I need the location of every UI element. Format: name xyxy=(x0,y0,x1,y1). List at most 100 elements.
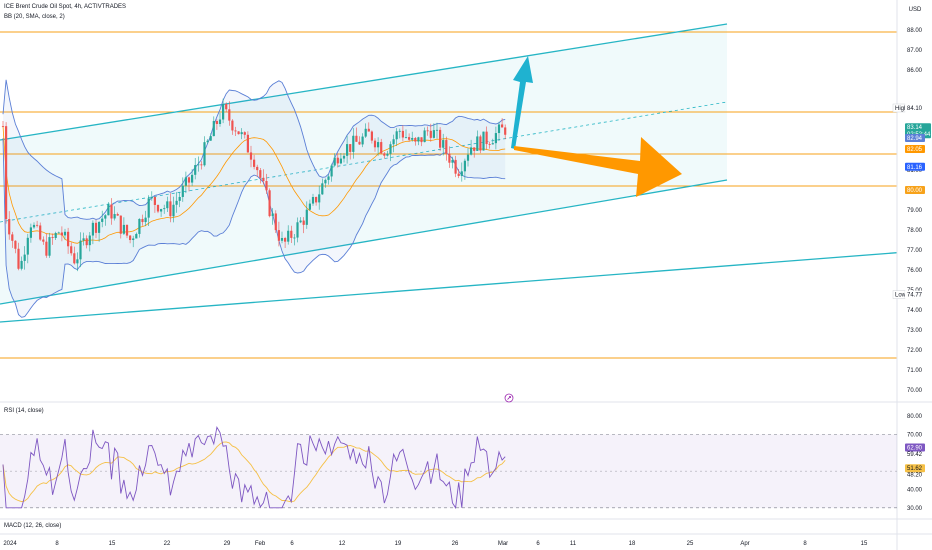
channel-upper-line[interactable] xyxy=(0,23,728,141)
candle-body-130 xyxy=(404,137,408,138)
channel-outer-lower-line[interactable] xyxy=(0,250,932,323)
candle-body-147 xyxy=(457,173,460,176)
candles xyxy=(1,98,507,272)
rsi-line xyxy=(2,426,506,510)
candle-body-161 xyxy=(501,124,504,128)
channel-fill xyxy=(0,24,727,304)
bb-lower-tag: 81.16 xyxy=(907,165,923,171)
chart-title[interactable]: ICE Brent Crude Oil Spot, 4h, ACTIVTRADE… xyxy=(4,4,127,10)
rsi-tick-label: 30.00 xyxy=(907,506,923,512)
price-tick-label: 70.00 xyxy=(907,388,923,394)
candle-body-70 xyxy=(218,119,222,124)
price-tick-label: 72.00 xyxy=(907,348,923,354)
candle-body-99 xyxy=(308,203,311,210)
candle-body-82 xyxy=(256,166,259,171)
candle-body-11 xyxy=(36,224,39,226)
candle-body-146 xyxy=(454,159,457,174)
indicator-legend-bb[interactable]: BB (20, SMA, close, 2) xyxy=(4,14,65,20)
channel-mid-line[interactable] xyxy=(0,101,728,223)
time-tick-label: 18 xyxy=(629,541,636,547)
candle-body-134 xyxy=(417,137,420,142)
candle-body-52 xyxy=(163,208,166,210)
candle-body-28 xyxy=(88,235,91,246)
candle-body-96 xyxy=(299,220,302,223)
candle-body-117 xyxy=(364,128,367,137)
price-tick-label: 74.00 xyxy=(907,308,923,314)
candle-body-143 xyxy=(445,140,448,154)
candle-body-51 xyxy=(160,209,163,212)
time-tick-label: Mar xyxy=(498,541,508,547)
candle-body-124 xyxy=(386,153,389,156)
candle-body-4 xyxy=(14,240,17,249)
time-tick-label: 15 xyxy=(109,541,116,547)
candle-body-56 xyxy=(175,200,178,205)
candle-body-13 xyxy=(42,239,45,242)
candle-body-64 xyxy=(200,164,203,166)
candle-body-62 xyxy=(194,165,197,175)
bb-lower-tag-bg xyxy=(905,162,925,171)
candle-body-55 xyxy=(172,204,175,217)
last-price-tag-bg xyxy=(905,123,931,132)
candle-body-37 xyxy=(116,214,119,216)
candle-body-85 xyxy=(265,181,268,191)
bollinger-upper xyxy=(2,79,506,220)
candle-body-48 xyxy=(150,196,153,199)
candle-body-153 xyxy=(476,136,479,151)
candle-body-156 xyxy=(485,131,488,145)
high-value-tag-bg xyxy=(905,104,925,112)
currency-label: USD xyxy=(909,7,922,13)
candle-body-80 xyxy=(249,152,253,160)
candle-body-102 xyxy=(318,194,321,203)
rsi-tick-label: 70.00 xyxy=(907,433,923,439)
candle-body-139 xyxy=(432,130,435,138)
price-axis[interactable]: 88.0087.0086.0084.1083.0082.0081.0080.00… xyxy=(907,28,923,394)
candle-body-14 xyxy=(45,241,48,256)
candle-body-26 xyxy=(82,238,85,241)
time-tick-label: 19 xyxy=(395,541,402,547)
candle-body-114 xyxy=(355,135,358,142)
rsi-tick-label: 59.42 xyxy=(907,452,923,458)
candle-body-22 xyxy=(70,246,73,254)
forecast-arrow-up[interactable] xyxy=(511,56,533,149)
time-tick-label: Feb xyxy=(255,541,266,547)
candle-body-141 xyxy=(439,129,442,148)
candle-body-138 xyxy=(429,130,432,138)
candle-body-104 xyxy=(324,179,327,184)
candle-body-135 xyxy=(420,137,423,143)
indicator-legend-rsi[interactable]: RSI (14, close) xyxy=(4,408,44,414)
candle-body-108 xyxy=(336,157,339,164)
candle-body-95 xyxy=(296,222,299,238)
candle-body-105 xyxy=(327,176,330,180)
reset-chart-icon[interactable] xyxy=(504,393,514,403)
candle-body-17 xyxy=(54,232,57,239)
candle-body-121 xyxy=(377,142,380,148)
candle-body-3 xyxy=(11,234,14,241)
candle-body-67 xyxy=(209,136,212,141)
price-tick-label: 81.00 xyxy=(907,168,923,174)
candle-body-25 xyxy=(79,240,82,260)
candle-body-100 xyxy=(311,197,315,204)
candle-body-78 xyxy=(243,132,246,135)
indicator-legend-macd[interactable]: MACD (12, 26, close) xyxy=(4,523,62,529)
price-tick-label: 87.00 xyxy=(907,48,923,54)
forecast-arrow-right[interactable] xyxy=(514,137,682,197)
candle-body-116 xyxy=(361,136,364,145)
forecast-arrows[interactable] xyxy=(511,56,682,197)
candle-body-72 xyxy=(225,104,228,110)
candle-body-106 xyxy=(330,165,333,177)
candle-body-45 xyxy=(141,218,144,223)
candle-body-40 xyxy=(125,224,129,236)
time-axis[interactable]: 2024 8 15 22 29 Feb 6 12 19 26 Mar 6 11 18 25 Apr 8 15 xyxy=(3,541,868,547)
candle-body-136 xyxy=(423,130,426,143)
low-value-tag: 74.77 xyxy=(907,293,923,299)
channel-lower-line[interactable] xyxy=(0,179,728,305)
trend-channel[interactable] xyxy=(0,23,932,323)
candle-body-68 xyxy=(212,121,215,137)
candle-body-65 xyxy=(203,142,206,166)
candle-body-21 xyxy=(67,231,70,247)
candle-body-74 xyxy=(231,120,234,131)
candle-body-6 xyxy=(20,260,23,269)
price-tick-label: 73.00 xyxy=(907,328,923,334)
